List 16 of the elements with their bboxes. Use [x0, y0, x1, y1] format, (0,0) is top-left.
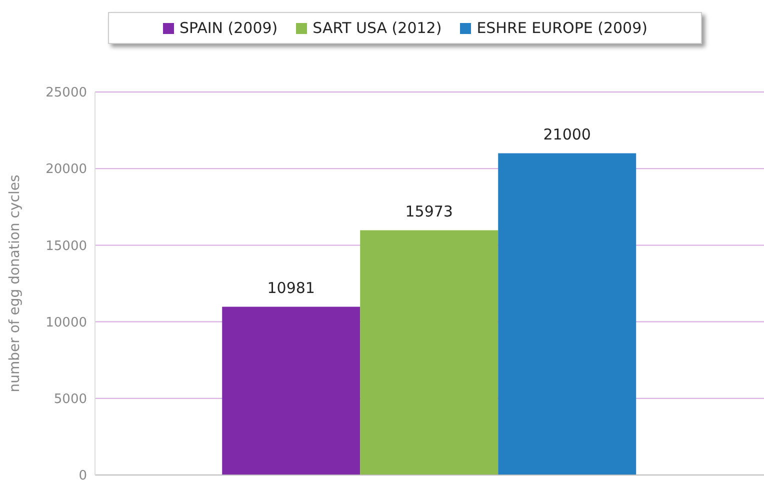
- legend-label: SPAIN (2009): [178, 19, 278, 37]
- y-tick-label: 5000: [54, 392, 87, 408]
- y-tick-label: 15000: [46, 238, 87, 254]
- data-label: 10981: [267, 278, 315, 297]
- bar: [222, 306, 360, 475]
- y-tick-label: 20000: [46, 162, 87, 178]
- bar: [360, 230, 498, 475]
- y-tick-label: 10000: [46, 315, 87, 330]
- y-axis-title: number of egg donation cycles: [6, 174, 23, 392]
- data-label: 15973: [405, 202, 453, 220]
- data-label: 21000: [543, 125, 591, 144]
- y-tick-label: 25000: [46, 86, 87, 101]
- legend-label: ESHRE EUROPE (2009): [476, 19, 648, 37]
- bar: [498, 153, 636, 475]
- y-tick-label: 0: [78, 468, 87, 484]
- legend-label: SART USA (2012): [312, 19, 442, 37]
